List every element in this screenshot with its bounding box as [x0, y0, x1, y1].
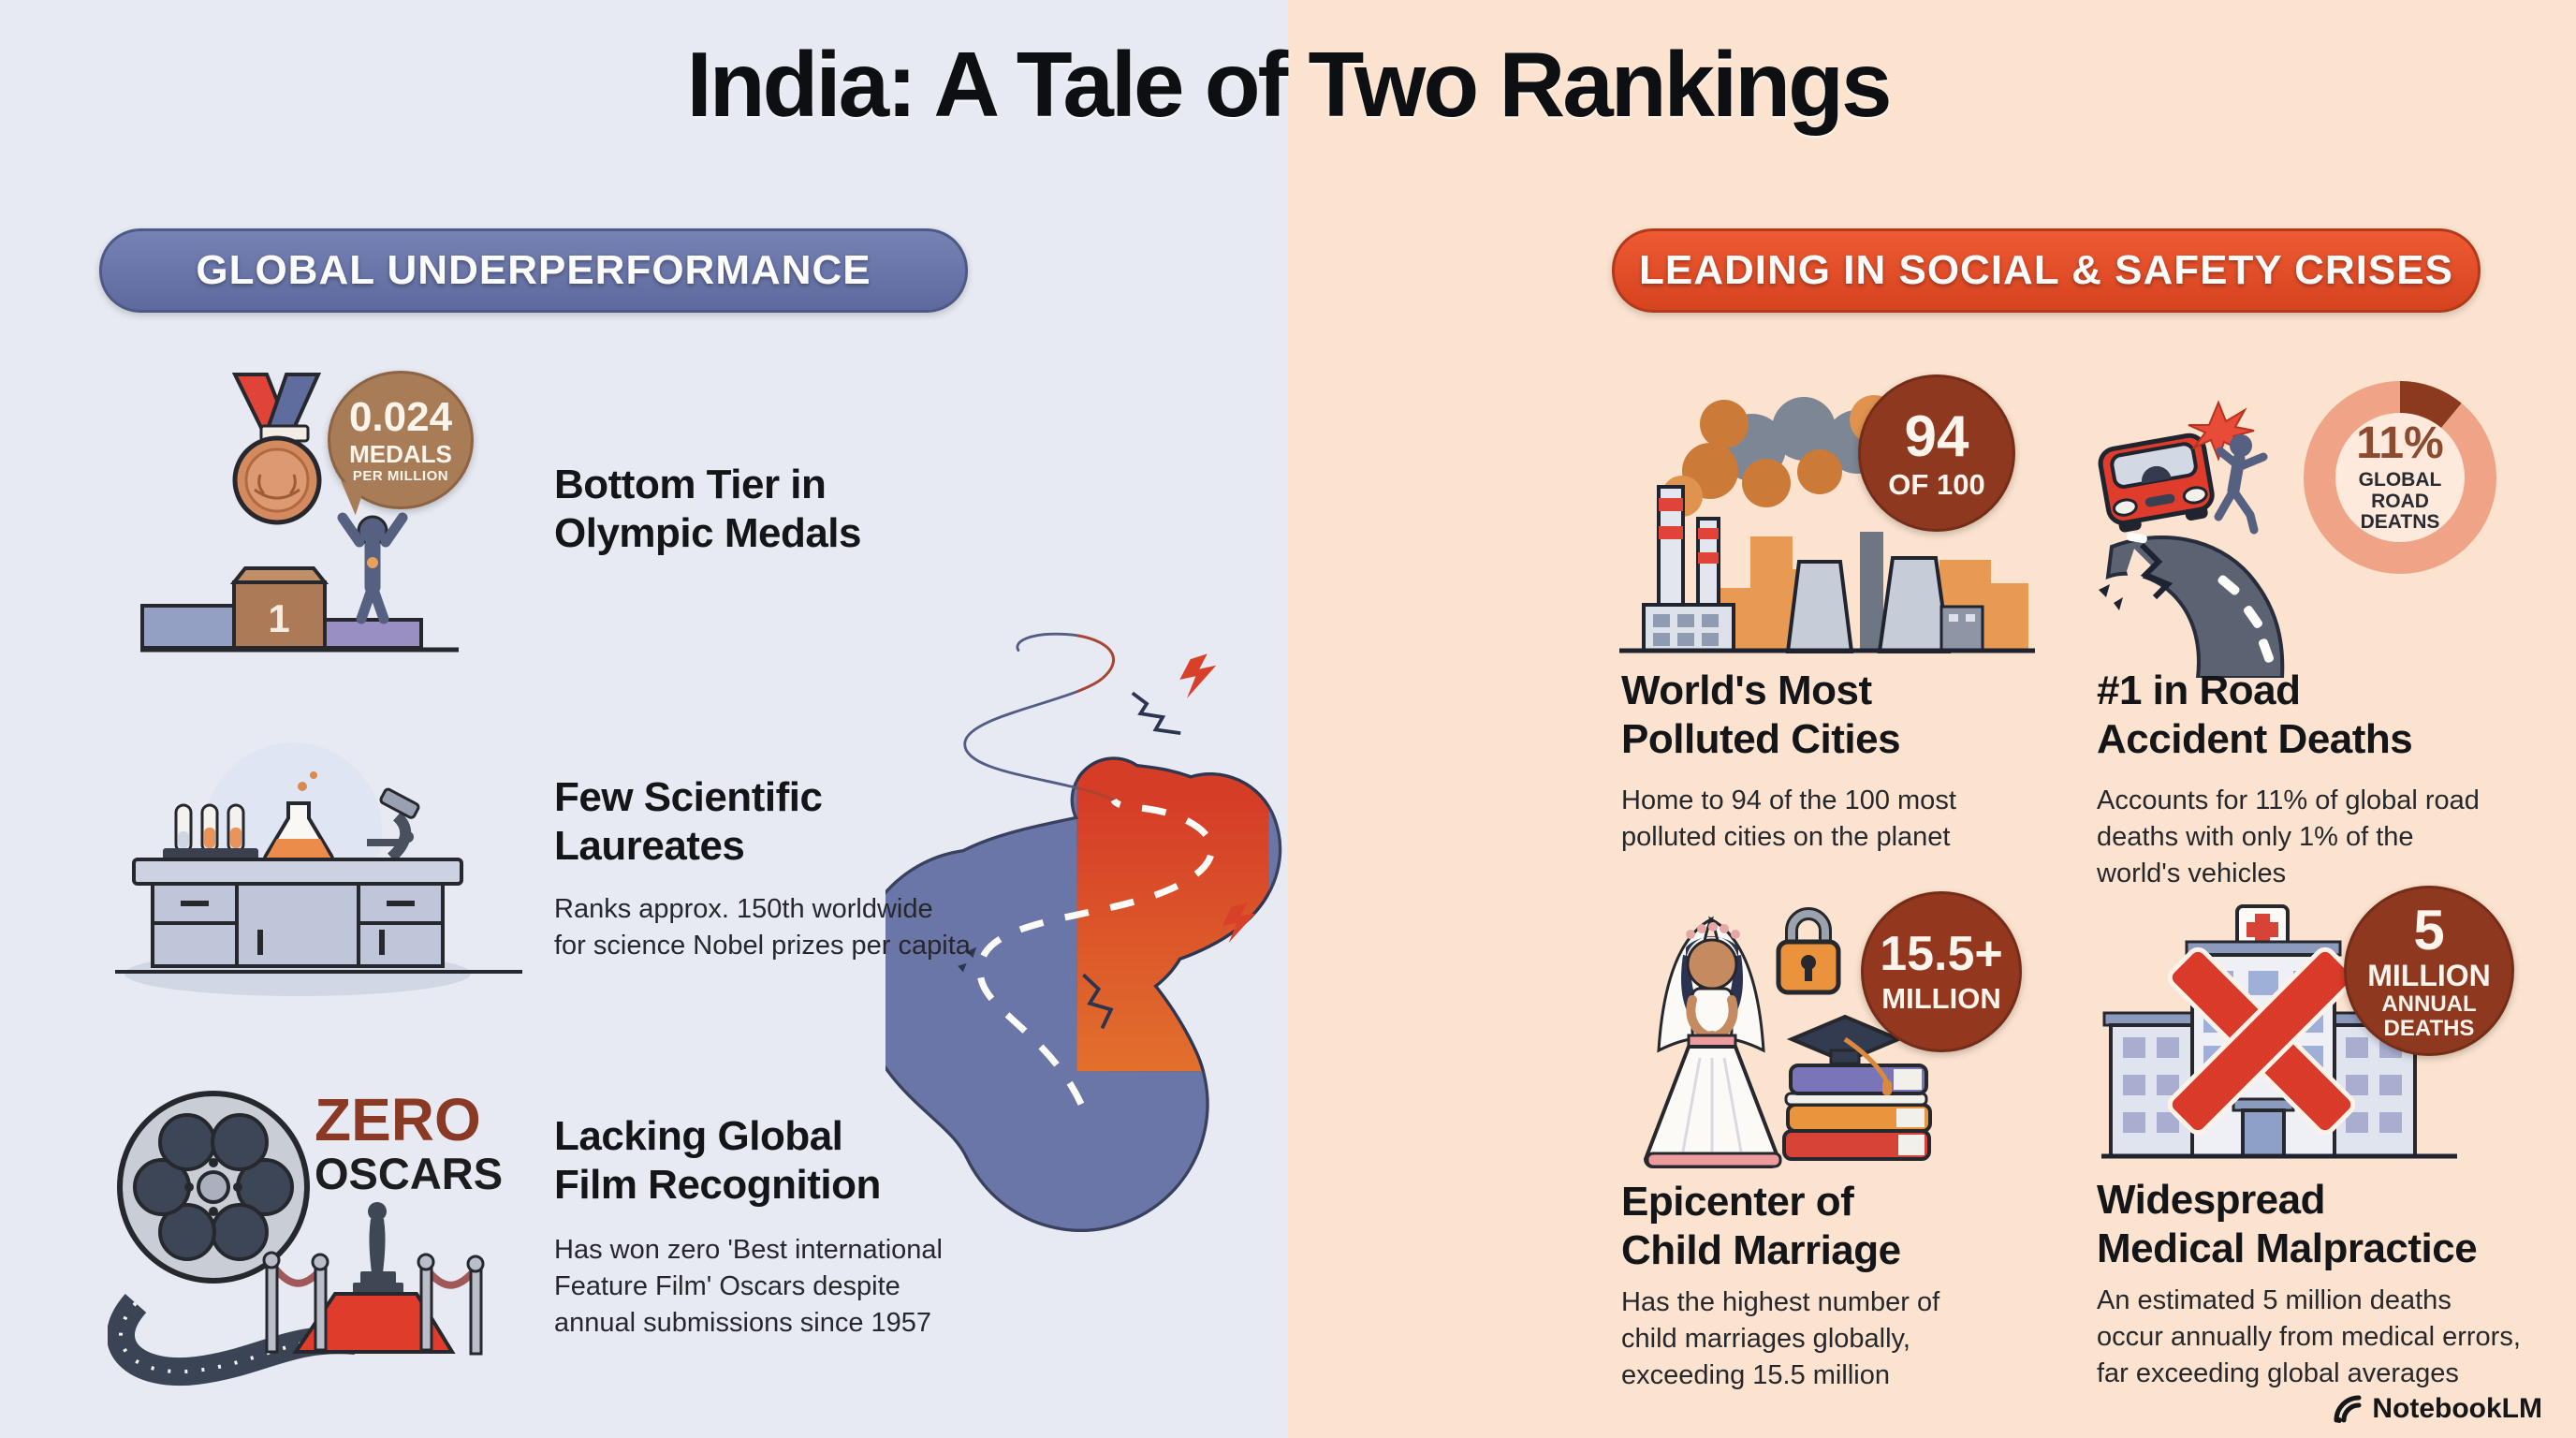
- bench-cabinet: [151, 882, 445, 968]
- left-section-header: GLOBAL UNDERPERFORMANCE: [99, 228, 968, 313]
- zero-oscars-label: OSCARS: [315, 1149, 503, 1198]
- medals-per-million-badge: 0.024 MEDALS PER MILLION: [328, 371, 474, 509]
- child-marriage-icon: [1643, 907, 1932, 1168]
- donut-ring: [2304, 381, 2496, 574]
- polluted-cities-badge: 94 OF 100: [1858, 374, 2015, 532]
- pedestrian: [2214, 434, 2268, 535]
- test-tubes: [163, 803, 258, 859]
- bench-top: [132, 858, 463, 886]
- badge-label-2: ANNUAL: [2381, 991, 2477, 1018]
- item-title-medical: Widespread Medical Malpractice: [2097, 1177, 2478, 1271]
- stanchions: [262, 1251, 485, 1356]
- cooling-towers: [1785, 556, 1952, 653]
- donut-value: 11%: [2356, 418, 2444, 468]
- badge-label: MILLION: [1881, 982, 2001, 1016]
- broken-road: [2099, 532, 2285, 678]
- child-bride: [1643, 916, 1782, 1168]
- item-subtitle-pollution: Home to 94 of the 100 most polluted citi…: [1621, 785, 1956, 852]
- badge-label: MEDALS: [349, 440, 452, 469]
- red-car: [2098, 433, 2215, 533]
- padlock-icon: [1776, 907, 1841, 995]
- item-title-child-marriage: Epicenter of Child Marriage: [1621, 1179, 1901, 1273]
- road-center-dashes: [976, 798, 1215, 1106]
- item-title-film: Lacking Global Film Recognition: [554, 1113, 881, 1208]
- item-title-road-accidents: #1 in Road Accident Deaths: [2097, 668, 2413, 762]
- item-title-olympics: Bottom Tier in Olympic Medals: [554, 462, 862, 556]
- industrial-pipe: [1860, 532, 1883, 651]
- badge-value: 0.024: [348, 394, 453, 441]
- film-reel: [117, 1091, 310, 1284]
- page-title: India: A Tale of Two Rankings: [686, 33, 1892, 136]
- watermark-label: NotebookLM: [2372, 1393, 2542, 1424]
- dividing-road-illustration: [886, 632, 1339, 1232]
- zero-oscars-value: ZERO: [315, 1086, 481, 1153]
- podium-rank-number: 1: [268, 596, 289, 640]
- film-reel-oscars-icon: ZERO OSCARS: [108, 1086, 503, 1387]
- notebooklm-watermark: NotebookLM: [2332, 1393, 2542, 1425]
- badge-sublabel: PER MILLION: [352, 467, 449, 484]
- item-subtitle-child-marriage: Has the highest number of child marriage…: [1621, 1287, 1940, 1390]
- cheering-athlete: [337, 512, 408, 624]
- badge-value: 94: [1904, 404, 1969, 469]
- red-x-mark: [2167, 946, 2356, 1136]
- donut-label: GLOBAL ROAD DEATNS: [2358, 468, 2442, 534]
- badge-label-3: DEATHS: [2383, 1015, 2475, 1041]
- badge-label: OF 100: [1888, 467, 1985, 501]
- item-title-pollution: World's Most Polluted Cities: [1621, 668, 1901, 762]
- polluted-city-icon: [1619, 395, 2035, 653]
- podium: 1: [140, 566, 459, 653]
- item-subtitle-medical: An estimated 5 million deaths occur annu…: [2097, 1285, 2521, 1388]
- badge-value: 15.5+: [1880, 927, 2003, 982]
- item-subtitle-science: Ranks approx. 150th worldwide for scienc…: [554, 894, 971, 961]
- oscar-statuette: [353, 1202, 403, 1294]
- road-cracks: [958, 653, 1256, 1030]
- olympic-medal-icon: 1: [140, 373, 459, 653]
- medal: [231, 373, 322, 525]
- item-subtitle-road-accidents: Accounts for 11% of global road deaths w…: [2097, 785, 2480, 888]
- medical-deaths-badge: 5 MILLION ANNUAL DEATHS: [2344, 886, 2514, 1056]
- badge-label-1: MILLION: [2367, 958, 2491, 992]
- science-lab-icon: [115, 742, 522, 996]
- item-subtitle-film: Has won zero 'Best international Feature…: [554, 1235, 943, 1338]
- badge-value: 5: [2413, 898, 2445, 961]
- car-accident-icon: [2098, 400, 2285, 678]
- right-section-header: LEADING IN SOCIAL & SAFETY CRISES: [1612, 228, 2481, 313]
- road-deaths-donut-chart: 11% GLOBAL ROAD DEATNS: [2301, 378, 2499, 577]
- books-and-grad-cap: [1782, 1014, 1932, 1161]
- child-marriage-badge: 15.5+ MILLION: [1861, 891, 2022, 1052]
- notebooklm-logo-icon: [2334, 1395, 2362, 1423]
- item-title-science: Few Scientific Laureates: [554, 774, 823, 869]
